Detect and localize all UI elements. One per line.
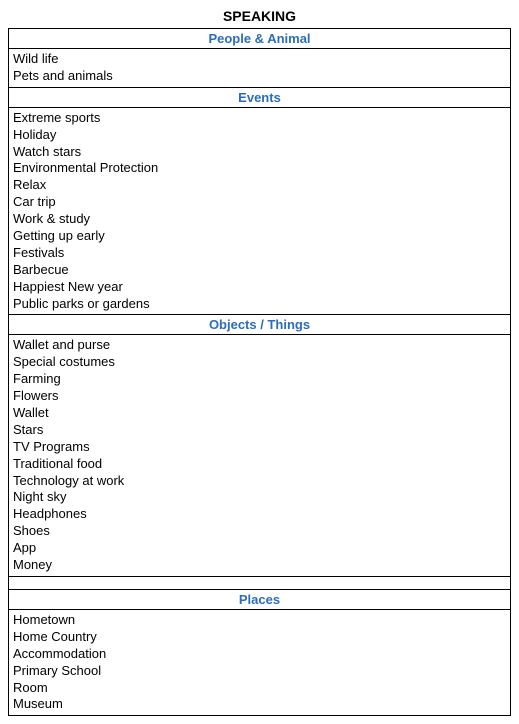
topic-item: Primary School	[13, 663, 506, 680]
topic-item: Relax	[13, 177, 506, 194]
section-items-cell: Extreme sportsHolidayWatch starsEnvironm…	[9, 107, 511, 315]
topic-item: Wallet	[13, 405, 506, 422]
spacer-cell	[9, 576, 511, 589]
page-title: SPEAKING	[8, 8, 511, 24]
topic-item: Holiday	[13, 127, 506, 144]
topic-item: Home Country	[13, 629, 506, 646]
topic-item: App	[13, 540, 506, 557]
topic-item: Pets and animals	[13, 68, 506, 85]
section-items-cell: Wallet and purseSpecial costumesFarmingF…	[9, 335, 511, 576]
topic-item: Car trip	[13, 194, 506, 211]
section-heading: Objects / Things	[9, 315, 511, 335]
topic-item: Barbecue	[13, 262, 506, 279]
topic-item: TV Programs	[13, 439, 506, 456]
topic-item: Extreme sports	[13, 110, 506, 127]
section-heading: Events	[9, 87, 511, 107]
topic-item: Happiest New year	[13, 279, 506, 296]
topic-item: Getting up early	[13, 228, 506, 245]
topic-item: Room	[13, 680, 506, 697]
topic-item: Museum	[13, 696, 506, 713]
section-items-cell: Wild lifePets and animals	[9, 49, 511, 88]
topic-item: Festivals	[13, 245, 506, 262]
topic-item: Work & study	[13, 211, 506, 228]
topic-item: Night sky	[13, 489, 506, 506]
topic-item: Farming	[13, 371, 506, 388]
topic-item: Headphones	[13, 506, 506, 523]
topic-item: Wild life	[13, 51, 506, 68]
topic-item: Shoes	[13, 523, 506, 540]
section-heading: Places	[9, 589, 511, 609]
topic-item: Technology at work	[13, 473, 506, 490]
topic-item: Watch stars	[13, 144, 506, 161]
topic-item: Money	[13, 557, 506, 574]
topics-table: People & AnimalWild lifePets and animals…	[8, 28, 511, 716]
topic-item: Special costumes	[13, 354, 506, 371]
topic-item: Hometown	[13, 612, 506, 629]
section-heading: People & Animal	[9, 29, 511, 49]
topic-item: Accommodation	[13, 646, 506, 663]
section-items-cell: HometownHome CountryAccommodationPrimary…	[9, 609, 511, 715]
topic-item: Stars	[13, 422, 506, 439]
topic-item: Wallet and purse	[13, 337, 506, 354]
topic-item: Flowers	[13, 388, 506, 405]
topic-item: Traditional food	[13, 456, 506, 473]
topic-item: Environmental Protection	[13, 160, 506, 177]
topic-item: Public parks or gardens	[13, 296, 506, 313]
